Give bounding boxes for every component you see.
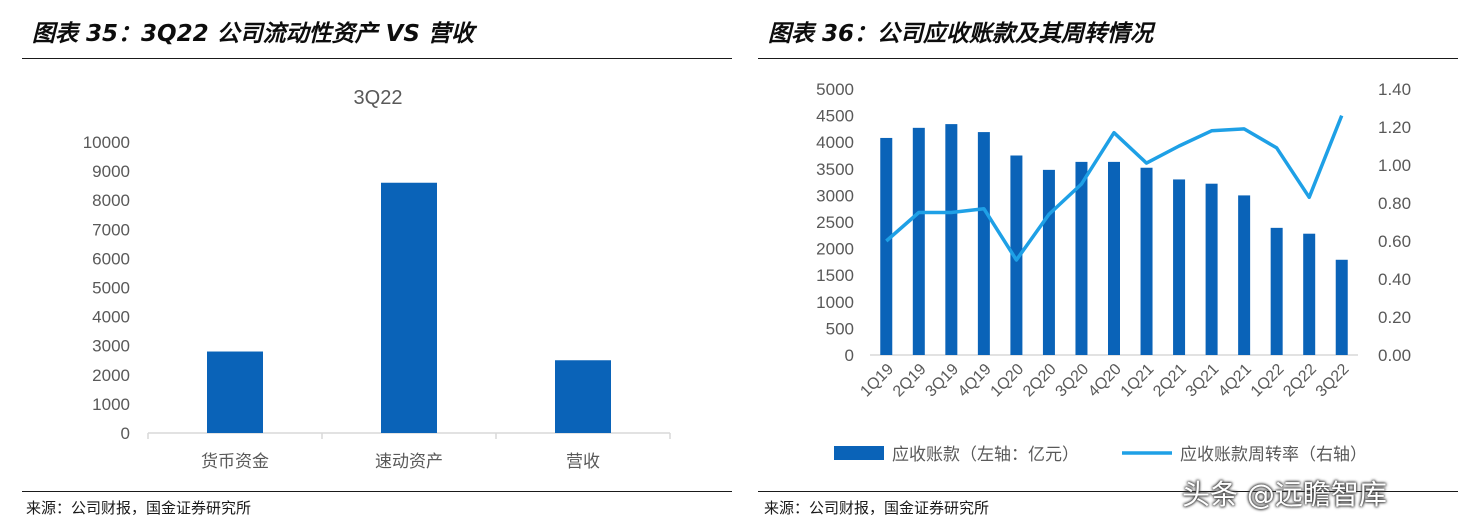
x-tick-label: 3Q22 <box>1313 361 1353 401</box>
left-y-tick-label: 1500 <box>816 266 854 285</box>
x-tick-label: 货币资金 <box>201 452 269 472</box>
legend-bar-swatch <box>834 446 884 460</box>
x-tick-label: 4Q19 <box>955 361 995 401</box>
chart-title: 3Q22 <box>354 87 403 109</box>
right-y-tick-label: 0.20 <box>1378 308 1411 327</box>
y-tick-label: 4000 <box>92 308 130 327</box>
left-y-tick-label: 4500 <box>816 107 854 126</box>
x-tick-label: 1Q20 <box>988 361 1028 401</box>
bar-1Q19 <box>880 137 893 355</box>
x-tick-label: 2Q20 <box>1020 361 1060 401</box>
x-tick-label: 1Q21 <box>1118 361 1158 401</box>
y-tick-label: 10000 <box>83 133 130 152</box>
x-tick-label: 2Q22 <box>1280 361 1320 401</box>
x-tick-label: 1Q19 <box>857 361 897 401</box>
bar-3Q21 <box>1205 183 1218 355</box>
x-tick-label: 3Q20 <box>1053 361 1093 401</box>
left-y-tick-label: 500 <box>826 319 854 338</box>
right-chart-panel: 图表 36：公司应收账款及其周转情况 0 500 1000 1500 2000 2500 3… <box>758 0 1475 529</box>
right-source-rule <box>758 491 1458 492</box>
bar-速动资产 <box>381 182 437 433</box>
left-source-rule <box>22 491 732 492</box>
left-y-tick-label: 4000 <box>816 133 854 152</box>
right-y-tick-label: 1.20 <box>1378 118 1411 137</box>
receivables-turnover-chart: 0 500 1000 1500 2000 2500 3000 3500 4000 4500 5000… <box>816 80 1411 465</box>
bar-3Q20 <box>1075 161 1088 355</box>
bar-2Q21 <box>1173 179 1186 355</box>
right-y-tick-label: 0.80 <box>1378 194 1411 213</box>
y-tick-label: 3000 <box>92 337 130 356</box>
turnover-line <box>885 114 1344 262</box>
right-y-tick-label: 0.00 <box>1378 346 1411 365</box>
x-tick-label: 1Q22 <box>1248 361 1288 401</box>
bar-2Q22 <box>1303 233 1316 355</box>
bar-2Q20 <box>1042 169 1055 355</box>
x-tick-label: 2Q21 <box>1150 361 1190 401</box>
left-y-tick-label: 3500 <box>816 160 854 179</box>
left-y-tick-label: 5000 <box>816 80 854 99</box>
bar-2Q19 <box>912 127 925 355</box>
bar-营收 <box>555 360 611 433</box>
bar-3Q22 <box>1335 259 1348 355</box>
y-tick-label: 8000 <box>92 191 130 210</box>
liquidity-vs-revenue-chart: 3Q22 0 1000 2000 3000 4000 5000 6000 7000 8000 900… <box>83 87 671 472</box>
bar-1Q22 <box>1270 227 1283 355</box>
x-tick-label: 营收 <box>566 452 600 472</box>
bar-4Q20 <box>1108 161 1120 355</box>
right-y-tick-label: 0.40 <box>1378 270 1411 289</box>
bar-3Q19 <box>945 124 958 355</box>
right-y-tick-label: 1.00 <box>1378 156 1411 175</box>
right-y-tick-label: 0.60 <box>1378 232 1411 251</box>
left-title-rule <box>22 58 732 59</box>
x-tick-label: 2Q19 <box>890 361 930 401</box>
bar-货币资金 <box>207 351 263 433</box>
y-tick-label: 6000 <box>92 249 130 268</box>
left-chart-panel: 图表 35：3Q22 公司流动性资产 VS 营收 3Q22 0 1000 2000 30… <box>22 21 732 517</box>
left-y-tick-label: 2500 <box>816 213 854 232</box>
right-y-tick-label: 1.40 <box>1378 80 1411 99</box>
legend-line-label: 应收账款周转率（右轴） <box>1180 445 1367 465</box>
x-tick-label: 速动资产 <box>375 452 443 472</box>
bar-1Q21 <box>1140 167 1153 355</box>
bar-4Q19 <box>977 132 990 355</box>
bar-1Q20 <box>1010 155 1023 355</box>
y-tick-label: 9000 <box>92 162 130 181</box>
x-tick-label: 3Q19 <box>922 361 962 401</box>
left-y-tick-label: 1000 <box>816 293 854 312</box>
left-y-tick-label: 3000 <box>816 186 854 205</box>
y-tick-label: 7000 <box>92 220 130 239</box>
left-figure-title: 图表 35：3Q22 公司流动性资产 VS 营收 <box>32 21 474 47</box>
left-y-tick-label: 2000 <box>816 240 854 259</box>
left-source-note: 来源：公司财报，国金证券研究所 <box>26 499 252 517</box>
legend-bar-label: 应收账款（左轴：亿元） <box>892 445 1079 465</box>
x-tick-label: 4Q20 <box>1085 361 1125 401</box>
bar-4Q21 <box>1238 195 1251 355</box>
y-tick-label: 2000 <box>92 366 130 385</box>
y-tick-label: 0 <box>121 424 130 443</box>
y-tick-label: 5000 <box>92 279 130 298</box>
y-tick-label: 1000 <box>92 395 130 414</box>
left-y-tick-label: 0 <box>845 346 854 365</box>
right-title-rule <box>758 58 1458 59</box>
watermark-text: 头条 @远瞻智库 <box>1182 478 1387 511</box>
x-tick-label: 3Q21 <box>1183 361 1223 401</box>
right-figure-title: 图表 36：公司应收账款及其周转情况 <box>768 21 1154 47</box>
right-source-note: 来源：公司财报，国金证券研究所 <box>764 499 990 517</box>
x-tick-label: 4Q21 <box>1215 361 1255 401</box>
